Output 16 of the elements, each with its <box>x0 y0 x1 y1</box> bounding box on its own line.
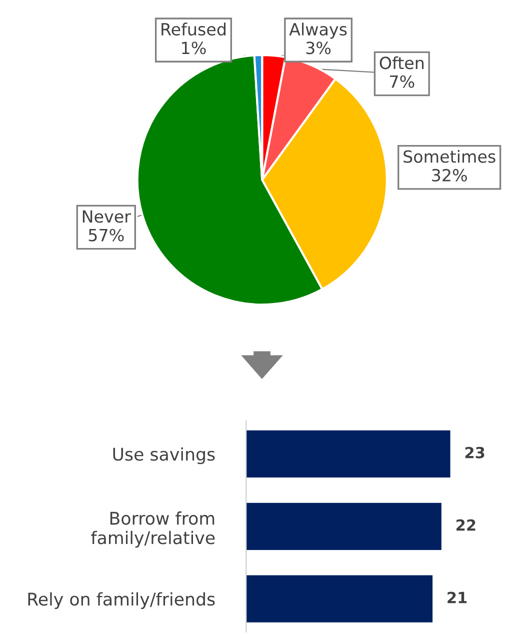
data-label: 21 <box>448 592 467 604</box>
y-tick-label: Borrow from family/relative <box>91 511 215 548</box>
slice-label: Refused <box>162 22 226 36</box>
y-tick-label: Use savings <box>113 447 215 464</box>
data-label: 23 <box>465 446 484 458</box>
slice-label: Always <box>289 22 347 39</box>
slice-label: Never <box>82 210 131 223</box>
y-tick-label: Rely on family/friends <box>28 592 215 610</box>
data-label: 22 <box>456 519 476 531</box>
data-label: 57% <box>88 228 124 242</box>
slice-label: Often <box>380 56 424 70</box>
data-label: 3% <box>306 42 331 54</box>
slice-label: Sometimes <box>404 150 496 163</box>
data-label: 1% <box>182 42 206 54</box>
data-label: 32% <box>432 168 467 182</box>
data-label: 7% <box>390 75 414 88</box>
